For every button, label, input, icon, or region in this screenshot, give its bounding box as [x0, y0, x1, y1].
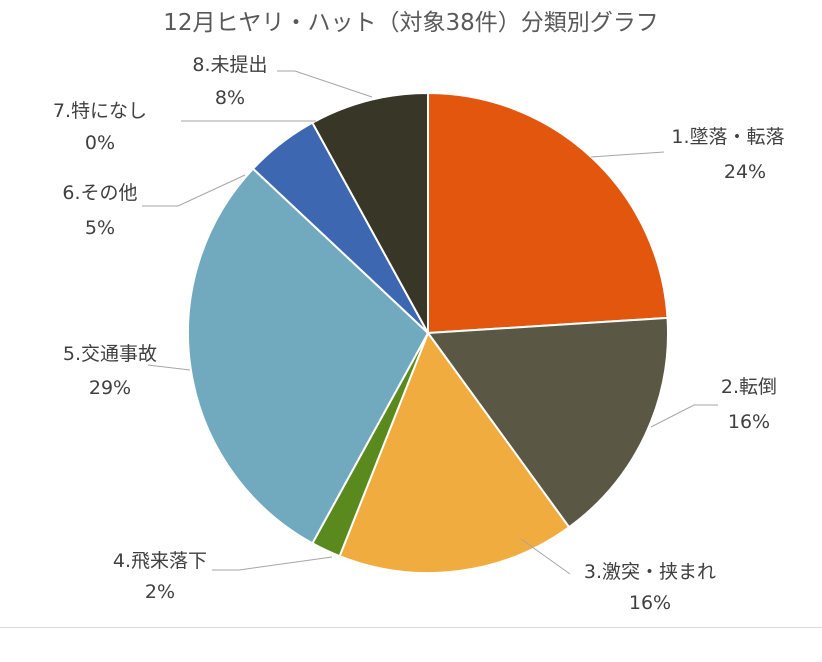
- value-label-3: 16%: [629, 592, 671, 614]
- category-label-3: 3.激突・挟まれ: [584, 561, 716, 583]
- value-label-8: 8%: [215, 87, 245, 109]
- value-label-2: 16%: [728, 411, 770, 433]
- category-label-8: 8.未提出: [192, 54, 267, 76]
- category-label-1: 1.墜落・転落: [671, 126, 784, 148]
- value-label-6: 5%: [85, 217, 115, 239]
- pie-slice-3: [338, 330, 571, 574]
- leader-line-1: [590, 151, 665, 158]
- pie-slice-8: [311, 91, 429, 334]
- pie-slice-1: [427, 91, 669, 335]
- value-label-1: 24%: [724, 161, 766, 183]
- leader-line-2: [650, 404, 718, 428]
- value-label-4: 2%: [145, 581, 175, 603]
- pie-slice-2: [426, 316, 669, 529]
- category-label-6: 6.その他: [62, 182, 137, 204]
- leader-line-5: [147, 364, 191, 371]
- leader-line-8: [277, 70, 373, 98]
- bottom-divider: [0, 627, 822, 628]
- leader-line-3: [520, 538, 571, 575]
- category-label-2: 2.転倒: [721, 376, 777, 398]
- category-label-5: 5.交通事故: [63, 343, 157, 365]
- pie-slice-5: [187, 167, 430, 545]
- leader-line-4: [212, 556, 333, 571]
- pie-slices: [187, 91, 669, 574]
- leader-lines: [142, 70, 718, 575]
- category-label-4: 4.飛来落下: [113, 550, 207, 572]
- data-labels: 1.墜落・転落 24% 2.転倒 16% 3.激突・挟まれ 16% 4.飛来落下 2% 5.交通…: [53, 54, 785, 614]
- leader-line-6: [142, 174, 246, 207]
- category-label-7: 7.特になし: [53, 100, 147, 122]
- value-label-7: 0%: [85, 132, 115, 154]
- chart-title: 12月ヒヤリ・ハット（対象38件）分類別グラフ: [163, 10, 659, 36]
- value-label-5: 29%: [89, 377, 131, 399]
